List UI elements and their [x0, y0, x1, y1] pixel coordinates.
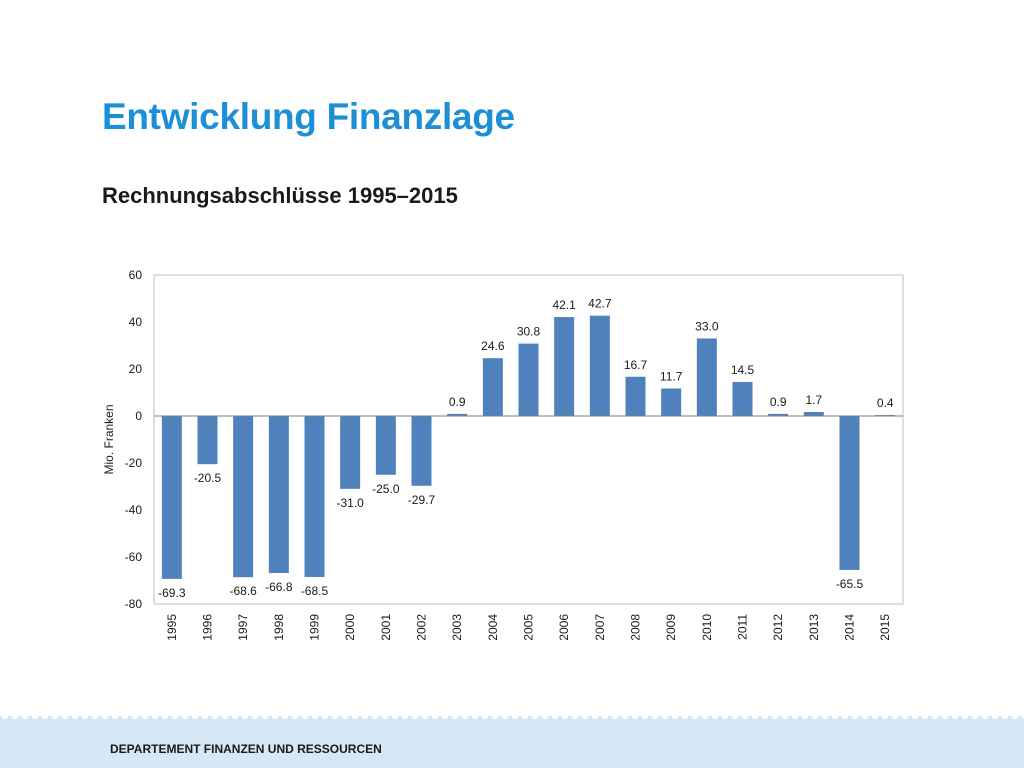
x-tick-label: 2001: [379, 614, 393, 641]
bar-2010: [696, 338, 717, 416]
x-tick-label: 2011: [736, 614, 750, 640]
bar-2012: [768, 413, 789, 416]
data-label-2001: -25.0: [372, 482, 400, 496]
data-label-1997: -68.6: [229, 584, 257, 598]
bar-2011: [732, 381, 753, 416]
bar-1997: [233, 416, 254, 578]
bar-2014: [839, 416, 860, 570]
bar-chart: 60 40 20 0 -20 -40 -60 -80 Mio. Franken -69.3 -20.…: [102, 268, 904, 641]
bar-2013: [803, 412, 824, 416]
x-tick-label: 1998: [272, 614, 286, 641]
x-tick-label: 2007: [593, 614, 607, 641]
x-tick-label: 1997: [236, 614, 250, 641]
y-tick-label: 40: [129, 315, 143, 329]
y-axis-title: Mio. Franken: [102, 404, 116, 474]
x-tick-label: 1995: [165, 614, 179, 641]
bar-1996: [197, 416, 218, 465]
x-tick-label: 2006: [557, 614, 571, 641]
x-tick-label: 2012: [771, 614, 785, 641]
data-label-2006: 42.1: [552, 298, 576, 312]
slide-subtitle: Rechnungsabschlüsse 1995–2015: [102, 183, 458, 208]
data-label-2010: 33.0: [695, 319, 719, 333]
slide-title: Entwicklung Finanzlage: [102, 96, 515, 137]
data-label-2013: 1.7: [805, 393, 822, 407]
bar-1999: [304, 416, 325, 577]
data-label-1998: -66.8: [265, 580, 293, 594]
x-tick-label: 2014: [843, 614, 857, 641]
plot-frame: [153, 274, 904, 605]
data-label-1996: -20.5: [194, 471, 222, 485]
x-tick-label: 2000: [343, 614, 357, 641]
x-tick-label: 2015: [878, 614, 892, 641]
x-tick-label: 2009: [664, 614, 678, 641]
data-label-2004: 24.6: [481, 339, 505, 353]
data-label-2002: -29.7: [408, 493, 436, 507]
data-label-2008: 16.7: [624, 358, 648, 372]
data-label-2003: 0.9: [449, 395, 466, 409]
footer-department: DEPARTEMENT FINANZEN UND RESSOURCEN: [110, 742, 382, 756]
bar-1998: [268, 416, 289, 573]
bar-2005: [518, 343, 539, 416]
data-label-2015: 0.4: [877, 396, 894, 410]
bar-2006: [554, 317, 575, 416]
y-tick-label: 0: [135, 409, 142, 423]
x-tick-label: 2005: [522, 614, 536, 641]
data-label-2005: 30.8: [517, 325, 541, 339]
bar-2003: [447, 413, 468, 416]
x-tick-label: 2004: [486, 614, 500, 641]
y-tick-label: -80: [125, 597, 143, 611]
data-label-1999: -68.5: [301, 584, 329, 598]
x-tick-label: 2010: [700, 614, 714, 641]
bar-2000: [340, 416, 361, 489]
bar-2001: [375, 416, 396, 475]
y-tick-label: 20: [129, 362, 143, 376]
data-label-2007: 42.7: [588, 297, 612, 311]
data-label-2000: -31.0: [336, 496, 364, 510]
bar-2009: [661, 388, 682, 416]
bar-2008: [625, 376, 646, 416]
bar-2002: [411, 416, 432, 486]
y-tick-label: 60: [129, 268, 143, 282]
x-tick-label: 2008: [629, 614, 643, 641]
x-tick-label: 2003: [450, 614, 464, 641]
data-label-1995: -69.3: [158, 586, 186, 600]
bar-2004: [482, 358, 503, 416]
footer-band: [0, 716, 1024, 768]
x-tick-label: 1999: [308, 614, 322, 641]
y-tick-label: -20: [125, 456, 143, 470]
y-tick-label: -60: [125, 550, 143, 564]
x-tick-label: 2013: [807, 614, 821, 641]
x-tick-label: 2002: [415, 614, 429, 641]
data-label-2009: 11.7: [660, 370, 683, 384]
bar-1995: [161, 416, 182, 579]
y-tick-label: -40: [125, 503, 143, 517]
data-label-2012: 0.9: [770, 395, 787, 409]
data-label-2014: -65.5: [836, 577, 864, 591]
bar-2007: [589, 315, 610, 416]
footer-wave-edge: [0, 716, 1024, 722]
data-label-2011: 14.5: [731, 363, 755, 377]
x-tick-label: 1996: [201, 614, 215, 641]
